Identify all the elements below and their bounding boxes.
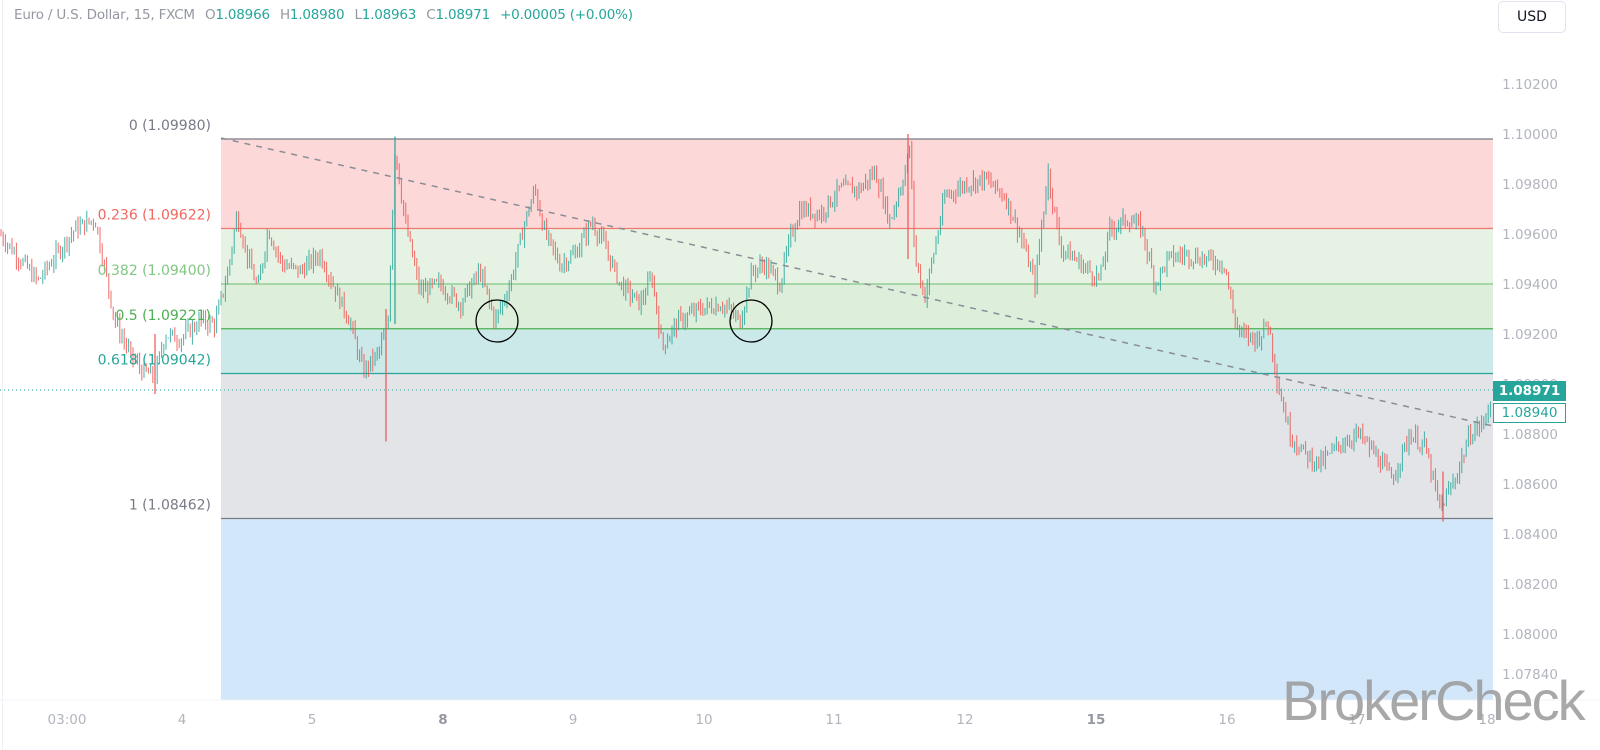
chart-left-border — [2, 0, 3, 750]
time-tick-label: 18 — [1478, 712, 1495, 728]
time-tick-label: 11 — [825, 712, 842, 728]
open-label: O — [204, 7, 216, 23]
time-tick-label: 9 — [569, 712, 578, 728]
fib-band — [221, 284, 1493, 329]
fib-trend-line[interactable] — [220, 137, 1494, 427]
time-tick-label: 8 — [438, 712, 447, 728]
fibonacci-labels: 0 (1.09980) 0.236 (1.09622) 0.382 (1.09400… — [98, 118, 211, 514]
candlestick-series — [0, 134, 1491, 522]
high-value: 1.08980 — [289, 7, 345, 23]
fib-level-label: 0.236 (1.09622) — [98, 208, 211, 224]
fib-level-label: 0 (1.09980) — [129, 118, 211, 134]
circle-annotations[interactable] — [475, 299, 773, 343]
price-tick-label: 1.07840 — [1502, 667, 1558, 683]
price-tick-label: 1.08600 — [1502, 477, 1558, 493]
price-tick-label: 1.09800 — [1502, 177, 1558, 193]
time-tick-label: 12 — [956, 712, 973, 728]
symbol-title[interactable]: Euro / U.S. Dollar, 15, FXCM — [14, 7, 195, 23]
fib-level-label: 0.618 (1.09042) — [98, 353, 211, 369]
time-tick-label: 5 — [308, 712, 317, 728]
time-tick-label: 15 — [1087, 712, 1106, 728]
price-tick-label: 1.10200 — [1502, 77, 1558, 93]
price-tick-label: 1.08800 — [1502, 427, 1558, 443]
trend-line-price-tag: 1.08940 — [1493, 403, 1566, 423]
fibonacci-fills — [221, 139, 1493, 700]
price-tick-label: 1.10000 — [1502, 127, 1558, 143]
time-tick-label: 10 — [695, 712, 712, 728]
price-axis[interactable]: 1.10200 1.10000 1.09800 1.09600 1.09400 1.092… — [1502, 77, 1558, 683]
time-tick-label: 4 — [178, 712, 187, 728]
price-tick-label: 1.08000 — [1502, 627, 1558, 643]
fib-level-label: 1 (1.08462) — [129, 498, 211, 514]
last-price-tag: 1.08971 — [1493, 381, 1566, 401]
open-value: 1.08966 — [215, 7, 270, 23]
low-label: L — [354, 7, 362, 23]
close-value: 1.08971 — [435, 7, 491, 23]
currency-button[interactable]: USD — [1498, 1, 1566, 33]
fib-band — [221, 228, 1493, 284]
low-value: 1.08963 — [361, 7, 417, 23]
time-tick-label: 03:00 — [48, 712, 87, 728]
time-tick-label: 16 — [1218, 712, 1235, 728]
brokercheck-watermark: BrokerCheck — [1282, 669, 1586, 732]
change-value: +0.00005 (+0.00%) — [500, 7, 633, 23]
fib-band — [221, 139, 1493, 229]
price-tick-label: 1.08400 — [1502, 527, 1558, 543]
fib-band — [221, 518, 1493, 700]
circle-annotation[interactable] — [475, 299, 519, 343]
close-label: C — [426, 7, 436, 23]
circle-annotation[interactable] — [729, 299, 773, 343]
price-tick-label: 1.09200 — [1502, 327, 1558, 343]
fibonacci-lines[interactable] — [221, 138, 1493, 520]
price-tick-label: 1.09400 — [1502, 277, 1558, 293]
time-tick-label: 17 — [1348, 712, 1365, 728]
fib-band — [221, 373, 1493, 519]
time-axis[interactable]: 03:00 4 5 8 9 10 11 12 15 16 17 18 — [0, 699, 1600, 728]
price-tick-label: 1.08200 — [1502, 577, 1558, 593]
fib-band — [221, 328, 1493, 374]
fib-level-label: 0.382 (1.09400) — [98, 263, 211, 279]
price-tick-label: 1.09600 — [1502, 227, 1558, 243]
high-label: H — [279, 7, 290, 23]
symbol-legend: Euro / U.S. Dollar, 15, FXCM O1.08966 H1… — [14, 7, 633, 23]
fib-level-label: 0.5 (1.09221) — [115, 308, 211, 324]
